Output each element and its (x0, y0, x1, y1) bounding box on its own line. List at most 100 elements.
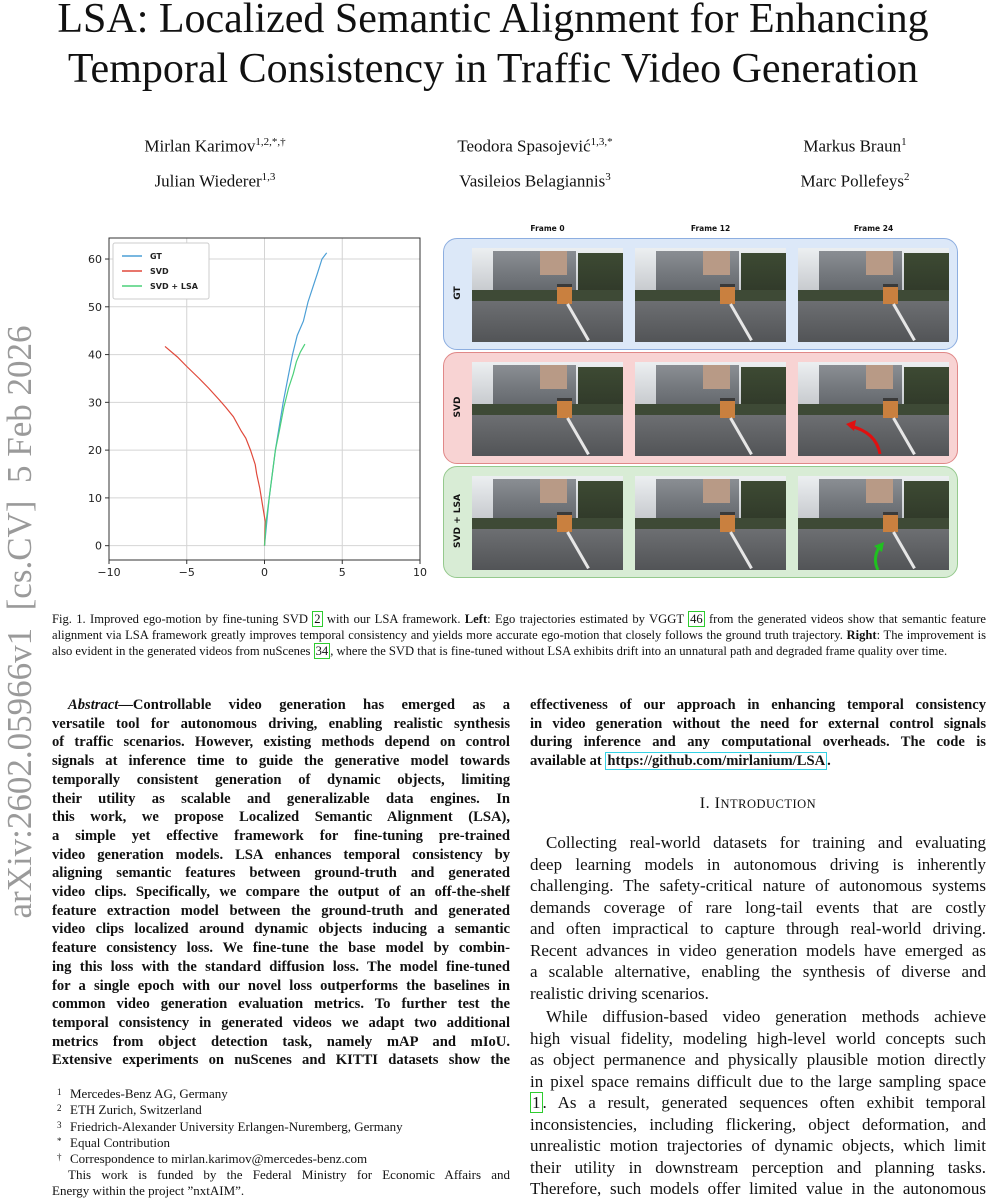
author-affiliation: 2 (903, 171, 910, 183)
footnote-text: ETH Zurich, Switzerland (70, 1102, 202, 1118)
text-line: versatile tool for autonomous driving, e… (52, 715, 510, 732)
caption-text: , where the SVD that is fine-tuned witho… (330, 643, 948, 658)
text-line: realistic driving scenarios. (530, 983, 709, 1003)
trajectory-chart: −10 −5 0 5 10 0 10 20 30 40 50 60 GT SVD SVD + LSA (88, 237, 427, 579)
video-frame (635, 248, 786, 342)
text-span: Controllable video generation has emerge… (132, 697, 510, 713)
text-line: temporally consistent generation of dyna… (52, 771, 510, 788)
y-tick-label: 40 (88, 349, 102, 362)
text-line: for a single epoch with our novel loss o… (52, 977, 510, 994)
y-tick-label: 30 (88, 396, 102, 409)
section-number: I. (699, 795, 715, 812)
author-affiliation: 1 (901, 136, 907, 148)
citation-link[interactable]: 1 (530, 1092, 543, 1113)
chart-ticks: −10 −5 0 5 10 0 10 20 30 40 50 60 (88, 253, 427, 579)
caption-text: from the generated videos show that sema… (52, 612, 986, 642)
citation-link[interactable]: 46 (688, 611, 705, 627)
text-line: inconsistencies, including flickering, o… (530, 1114, 986, 1134)
text-line: demands coverage of rare long-tail event… (530, 897, 986, 917)
text-line: a simple yet effective framework for fin… (52, 827, 510, 844)
section-heading-introduction: I. INTRODUCTION (530, 795, 986, 813)
author: Julian Wiederer1,3 (55, 171, 375, 192)
text-line: 1. As a result, generated sequences ofte… (530, 1092, 986, 1114)
row-label: SVD + LSA (453, 494, 463, 548)
author-affiliation: 3 (605, 171, 611, 183)
series-line-gt (263, 252, 328, 546)
author: Markus Braun1 (695, 136, 986, 157)
text-line: signals at inference time to guide the g… (52, 753, 510, 770)
section-title-rest: NTRODUCTION (720, 797, 817, 811)
footnote: 3 Friedrich-Alexander University Erlangen… (52, 1119, 510, 1135)
caption-bold: Left (464, 612, 488, 626)
author-name: Markus Braun (803, 136, 902, 156)
text-line: and often impractical to capture through… (530, 919, 986, 938)
citation-link[interactable]: 34 (313, 642, 331, 659)
paper-title: LSA: Localized Semantic Alignment for En… (0, 0, 986, 94)
text-line: available at https://github.com/mirlaniu… (530, 752, 986, 771)
footnote: * Equal Contribution (52, 1135, 510, 1151)
text-line: ing this loss with the standard diffusio… (52, 958, 510, 975)
x-tick-label: −5 (179, 566, 195, 579)
text-span: available at (530, 753, 606, 770)
legend-box (112, 242, 210, 300)
footnote-text: Friedrich-Alexander University Erlangen-… (70, 1118, 403, 1134)
author: Teodora Spasojević1,3,* (375, 136, 695, 157)
text-line: this work, we propose Localized Semantic… (52, 809, 510, 826)
footnote-mark: * (57, 1135, 62, 1146)
text-line: Energy within the project ”nxtAIM”. (52, 1183, 245, 1199)
y-tick-label: 0 (95, 540, 102, 553)
footnote-mark: 3 (57, 1119, 62, 1130)
legend-label-svd-lsa: SVD + LSA (150, 282, 199, 291)
author-affiliation: 1,3,* (590, 136, 613, 148)
footnote: 1 Mercedes-Benz AG, Germany (52, 1086, 510, 1102)
text-line: common video generation evaluation metri… (52, 996, 510, 1013)
text-line: their utility in downstream perception a… (530, 1157, 986, 1177)
legend-label-svd: SVD (150, 267, 169, 276)
footnote-mark: 1 (57, 1087, 62, 1097)
footnotes: 1 Mercedes-Benz AG, Germany 2 ETH Zurich, S… (52, 1086, 510, 1167)
author-name: Vasileios Belagiannis (459, 171, 606, 191)
legend-label-gt: GT (150, 252, 162, 261)
text-line: in video generation without the need for… (530, 715, 986, 732)
text-line: video generation models. LSA enhances te… (52, 846, 510, 863)
author-name: Mirlan Karimov (144, 136, 256, 156)
video-frame (798, 476, 949, 570)
intro-paragraph-2: While diffusion-based video generation m… (530, 1006, 986, 1200)
video-frame (798, 362, 949, 456)
author-affiliation: 1,3 (261, 171, 276, 183)
text-line: aligning semantic features between groun… (52, 865, 510, 882)
text-line: during inference and any computational o… (530, 734, 986, 751)
text-line: video clips. Specifically, we compare th… (52, 884, 510, 901)
code-link[interactable]: https://github.com/mirlanium/LSA (605, 752, 828, 771)
footnote-text: Equal Contribution (70, 1134, 171, 1150)
text-line: Recent advances in video generation mode… (530, 940, 986, 960)
video-frame (472, 476, 623, 570)
text-span: . (827, 753, 831, 770)
text-line: in pixel space remains difficult due to … (530, 1071, 986, 1091)
author: Mirlan Karimov1,2,*,† (55, 136, 375, 157)
text-line: as object permanence and physically plau… (530, 1050, 986, 1069)
footnote-mark: 2 (57, 1103, 62, 1114)
text-line: high visual fidelity, modeling high-leve… (530, 1028, 986, 1048)
title-line-2: Temporal Consistency in Traffic Video Ge… (67, 46, 919, 92)
section-title-initial: I (714, 795, 721, 812)
video-frame (472, 248, 623, 342)
text-line: feature consistency loss. We fine-tune t… (52, 940, 510, 957)
correct-path-arrow-icon (873, 542, 884, 570)
caption-text: : Ego trajectories estimated by VGGT (487, 612, 689, 626)
caption-text: : The improvement is also evident in the… (52, 627, 986, 658)
author-name: Teodora Spasojević (457, 136, 591, 156)
y-tick-label: 60 (88, 253, 102, 266)
citation-link[interactable]: 2 (312, 611, 323, 627)
text-line: their utility as scalable and generaliza… (52, 790, 510, 807)
column-header-frame-24: Frame 24 (853, 224, 894, 233)
footnote: 2 ETH Zurich, Switzerland (52, 1102, 510, 1118)
chart-series (164, 252, 328, 546)
caption-text: with our LSA framework. (322, 612, 465, 626)
author-name: Julian Wiederer (154, 171, 262, 191)
author: Marc Pollefeys2 (695, 171, 986, 192)
author-name: Marc Pollefeys (800, 171, 904, 191)
text-line: deep learning models in autonomous drivi… (530, 854, 986, 874)
chart-legend: GT SVD SVD + LSA (112, 242, 210, 300)
text-line: Therefore, such models offer limited val… (530, 1179, 986, 1198)
